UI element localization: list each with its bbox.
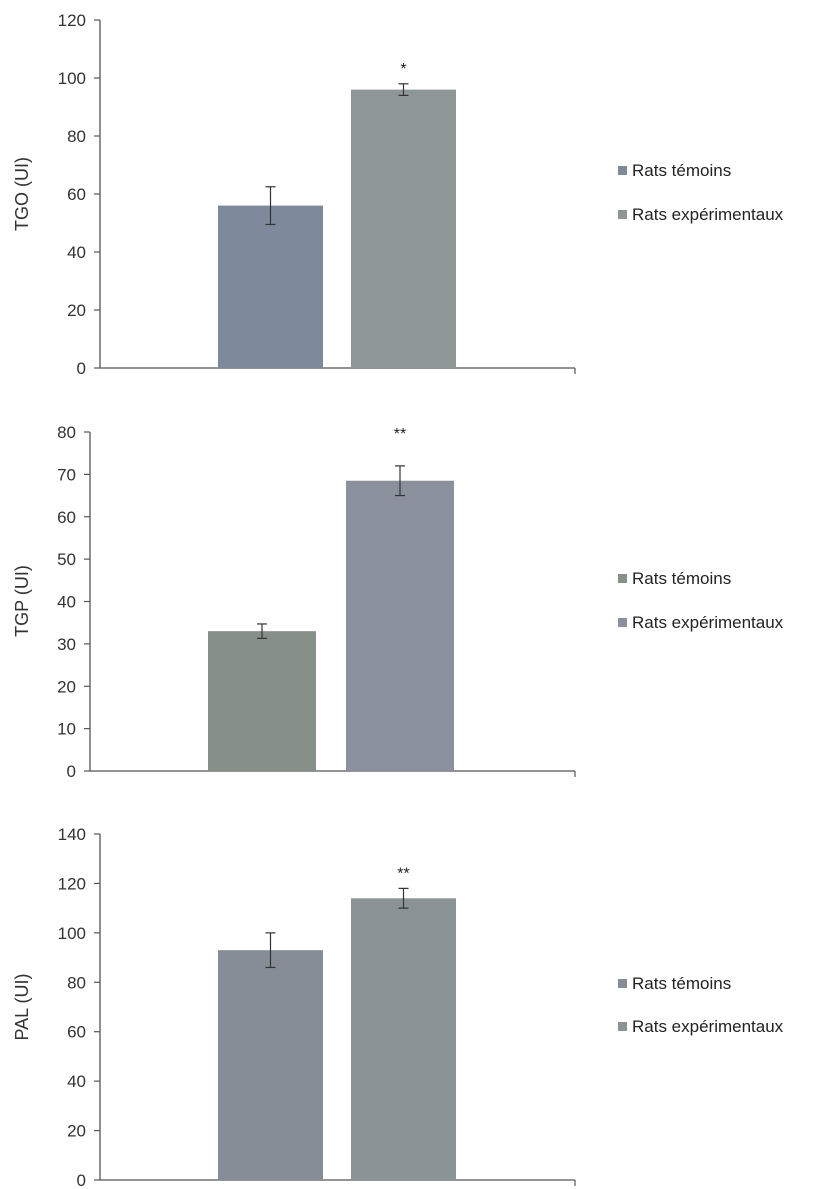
legend-label: Rats expérimentaux [632, 1017, 784, 1036]
y-tick-label: 30 [57, 635, 76, 654]
legend-label: Rats témoins [632, 161, 731, 180]
bar [218, 950, 323, 1180]
chart-pal: 0 20 40 60 80 100 120 140 PAL (UI) ** Rats témoins… [12, 825, 784, 1189]
y-tick-label: 40 [67, 243, 86, 262]
significance-label: * [400, 61, 406, 78]
y-tick-label: 50 [57, 550, 76, 569]
legend-label: Rats témoins [632, 569, 731, 588]
y-tick-label: 80 [57, 423, 76, 442]
y-tick-label: 60 [57, 508, 76, 527]
legend-swatch [618, 979, 627, 988]
y-tick-label: 20 [67, 301, 86, 320]
y-axis-label: TGO (UI) [12, 157, 32, 231]
bar [218, 205, 323, 368]
y-axis-label: PAL (UI) [12, 973, 32, 1040]
bar [346, 480, 454, 771]
bar [351, 898, 456, 1180]
chart-tgp: 0 10 20 30 40 50 60 70 80 TGP (UI) ** Rats témoins R… [12, 423, 784, 781]
legend-swatch [618, 574, 627, 583]
y-tick-label: 40 [57, 593, 76, 612]
y-tick-label: 60 [67, 185, 86, 204]
legend-swatch [618, 210, 627, 219]
legend-swatch [618, 1022, 627, 1031]
chart-tgo: 0 20 40 60 80 100 120 TGO (UI) * Rats témoins Rats… [12, 11, 784, 378]
y-tick-label: 100 [58, 924, 86, 943]
y-tick-label: 40 [67, 1072, 86, 1091]
y-tick-label: 80 [67, 127, 86, 146]
y-tick-label: 70 [57, 465, 76, 484]
legend-swatch [618, 618, 627, 627]
legend-label: Rats expérimentaux [632, 205, 784, 224]
y-tick-label: 140 [58, 825, 86, 844]
y-tick-label: 20 [67, 1122, 86, 1141]
y-axis-label: TGP (UI) [12, 565, 32, 637]
significance-label: ** [394, 426, 406, 443]
y-tick-label: 0 [67, 762, 76, 781]
y-tick-label: 10 [57, 720, 76, 739]
y-tick-label: 0 [77, 359, 86, 378]
y-tick-label: 80 [67, 973, 86, 992]
legend-label: Rats expérimentaux [632, 613, 784, 632]
significance-label: ** [397, 865, 409, 882]
bar [208, 631, 316, 771]
y-tick-label: 20 [57, 677, 76, 696]
y-tick-label: 0 [77, 1171, 86, 1189]
y-tick-label: 60 [67, 1023, 86, 1042]
y-tick-label: 120 [58, 11, 86, 30]
legend-label: Rats témoins [632, 974, 731, 993]
bar [351, 89, 456, 368]
legend-swatch [618, 166, 627, 175]
y-tick-label: 120 [58, 874, 86, 893]
y-tick-label: 100 [58, 69, 86, 88]
